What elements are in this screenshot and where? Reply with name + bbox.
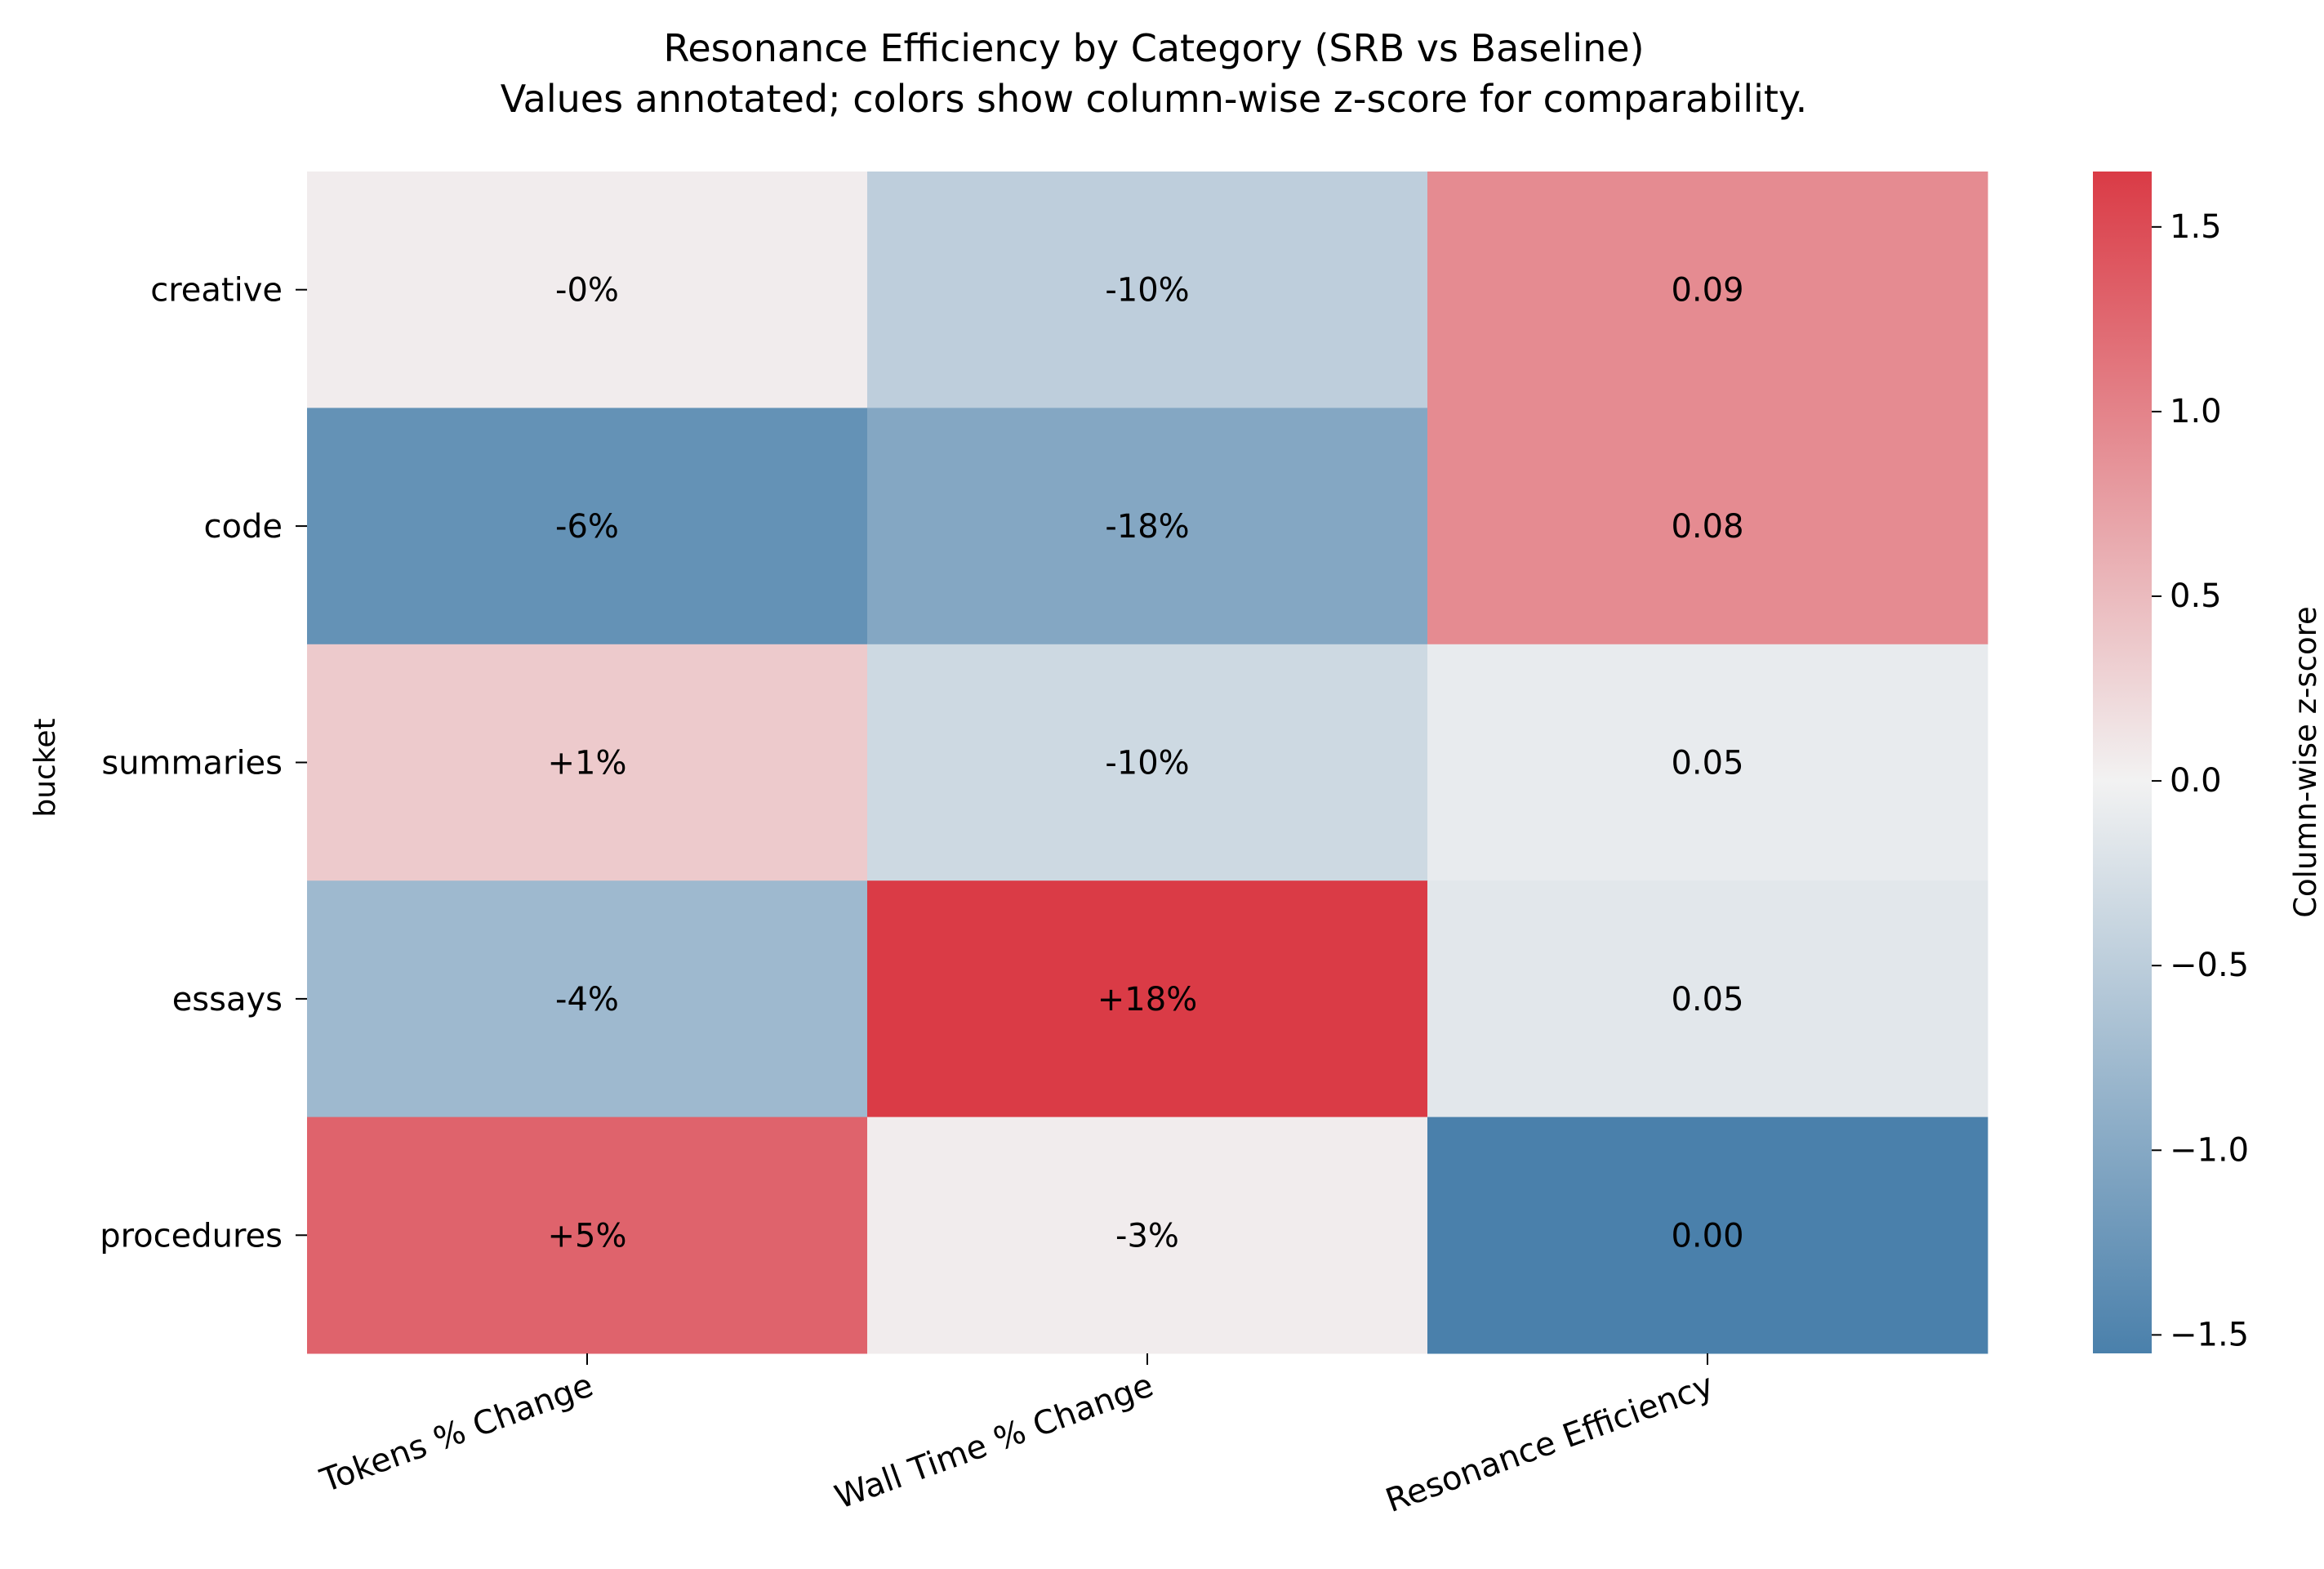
colorbar-tick-label: −1.0 [2170, 1131, 2249, 1169]
y-tick-label: essays [172, 981, 283, 1019]
heatmap-cell [867, 644, 1428, 881]
heatmap-annotations: -0% -10% 0.09 -6% -18% 0.08 +1% -10% 0.05 -4% +18%… [548, 272, 1744, 1255]
y-tick-label: procedures [100, 1217, 283, 1255]
y-tick-label: code [204, 508, 283, 546]
colorbar-tick-label: −1.5 [2170, 1316, 2249, 1353]
cell-value-label: -6% [555, 508, 619, 546]
heatmap-cell [307, 408, 868, 645]
heatmap-cell [1427, 1117, 1988, 1354]
cell-value-label: -10% [1105, 745, 1189, 782]
heatmap-cell [307, 644, 868, 881]
cell-value-label: -10% [1105, 272, 1189, 310]
cell-value-label: -3% [1115, 1217, 1179, 1255]
cell-value-label: 0.08 [1671, 508, 1743, 546]
colorbar-tick-label: 0.0 [2170, 762, 2222, 800]
cell-value-label: -18% [1105, 508, 1189, 546]
heatmap-cell [307, 172, 868, 408]
chart-subtitle: Values annotated; colors show column-wis… [501, 77, 1807, 121]
heatmap-cell [867, 1117, 1428, 1354]
colorbar-ticks: −1.5 −1.0 −0.5 0.0 0.5 1.0 1.5 [2152, 208, 2249, 1353]
colorbar [2093, 172, 2152, 1353]
colorbar-tick-label: −0.5 [2170, 947, 2249, 984]
x-tick-label: Wall Time % Change [830, 1366, 1159, 1517]
heatmap-cell [1427, 644, 1988, 881]
colorbar-tick-label: 0.5 [2170, 577, 2222, 615]
cell-value-label: +18% [1097, 981, 1197, 1019]
colorbar-tick-label: 1.0 [2170, 393, 2222, 430]
heatmap-cells [307, 172, 1988, 1354]
x-axis-ticks: Tokens % Change Wall Time % Change Resonan… [315, 1353, 1718, 1520]
cell-value-label: -4% [555, 981, 619, 1019]
heatmap-cell [867, 172, 1428, 408]
heatmap-cell [307, 880, 868, 1118]
y-tick-label: summaries [101, 745, 283, 782]
cell-value-label: 0.09 [1671, 272, 1743, 310]
y-tick-label: creative [150, 272, 283, 310]
colorbar-tick-label: 1.5 [2170, 208, 2222, 246]
chart-title: Resonance Efficiency by Category (SRB vs… [663, 26, 1644, 70]
colorbar-label: Column-wise z-score [2288, 606, 2323, 918]
cell-value-label: -0% [555, 272, 619, 310]
cell-value-label: 0.05 [1671, 745, 1743, 782]
heatmap-cell [867, 408, 1428, 645]
x-tick-label: Resonance Efficiency [1381, 1366, 1718, 1520]
y-axis-ticks: creative code summaries essays procedures [100, 272, 307, 1255]
heatmap-cell [1427, 408, 1988, 645]
heatmap-cell [1427, 172, 1988, 408]
cell-value-label: +1% [548, 745, 627, 782]
heatmap-cell [867, 880, 1428, 1118]
cell-value-label: +5% [548, 1217, 627, 1255]
x-tick-label: Tokens % Change [315, 1366, 599, 1500]
cell-value-label: 0.00 [1671, 1217, 1743, 1255]
cell-value-label: 0.05 [1671, 981, 1743, 1019]
heatmap-cell [1427, 880, 1988, 1118]
heatmap-cell [307, 1117, 868, 1354]
y-axis-title: bucket [29, 718, 62, 817]
